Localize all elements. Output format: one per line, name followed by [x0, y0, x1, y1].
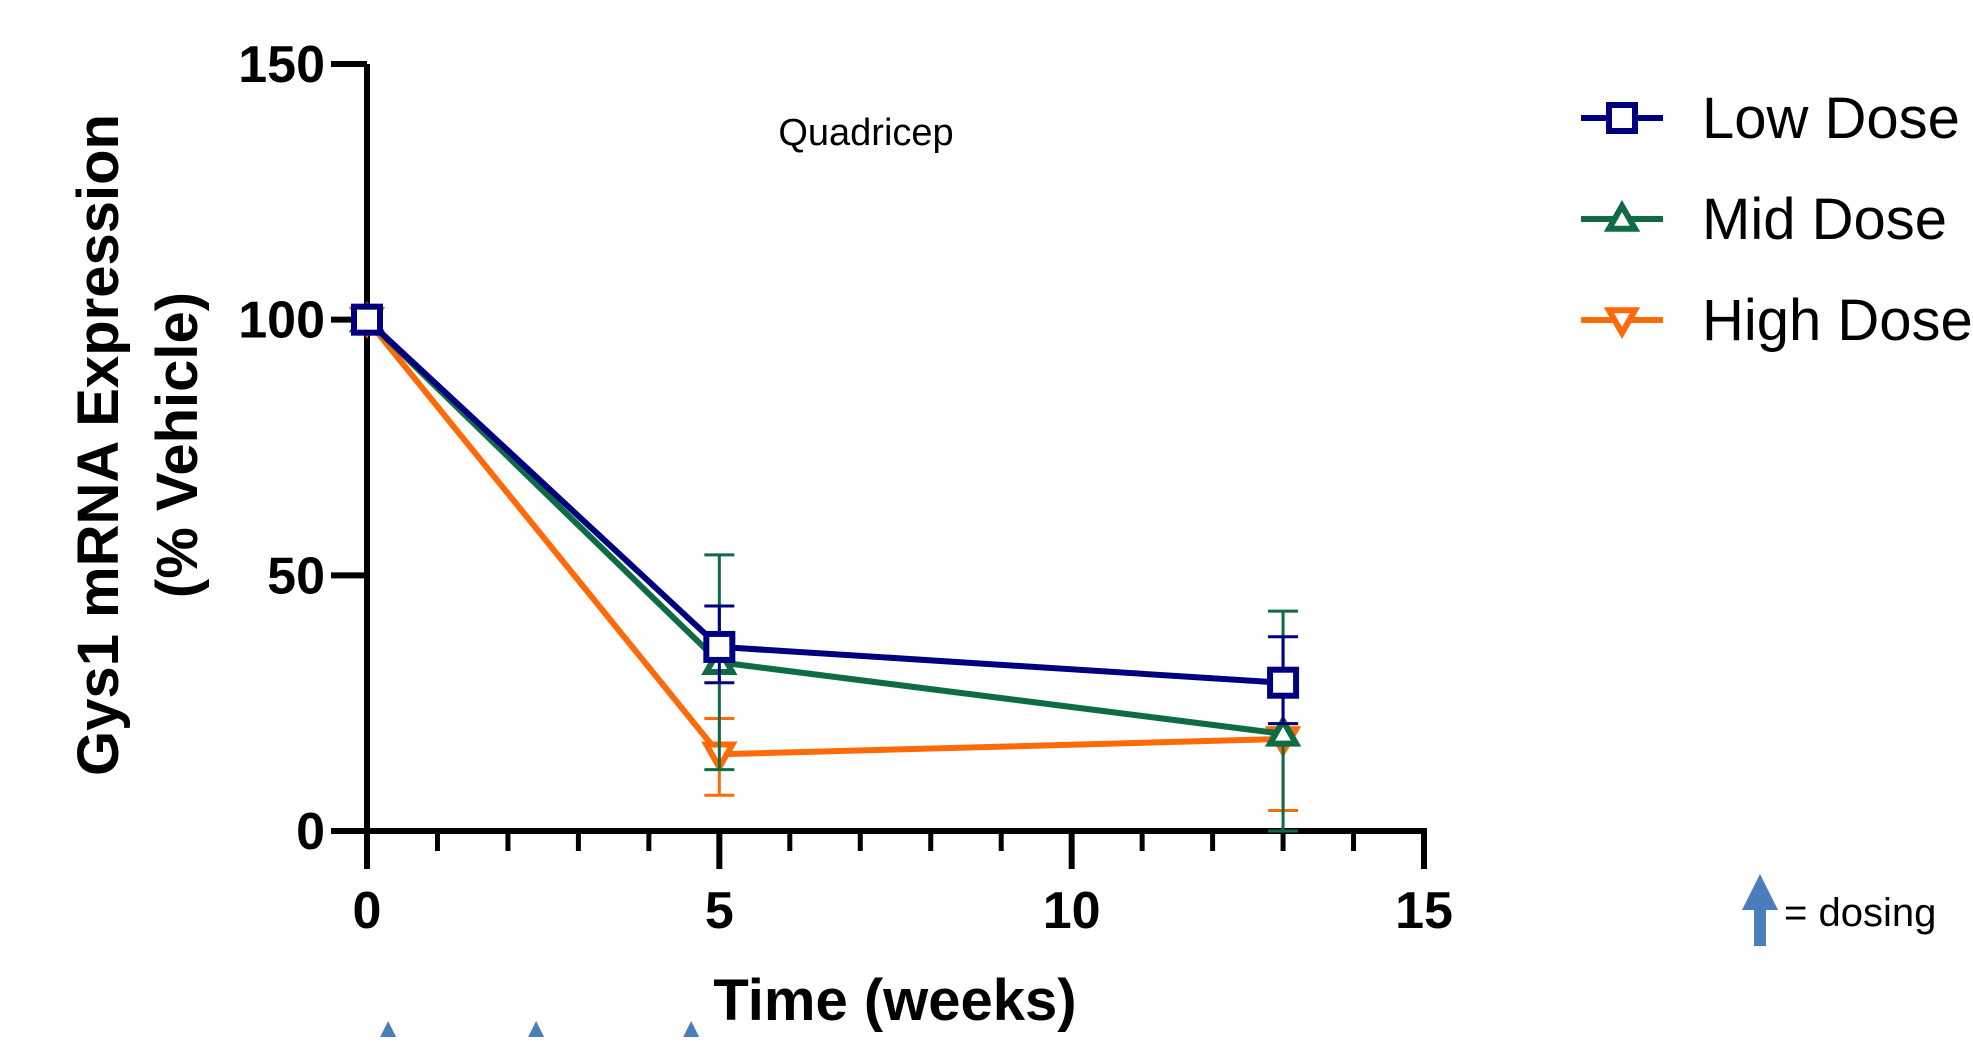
- arrow-head: [680, 1021, 702, 1042]
- arrow-shaft: [1754, 906, 1766, 946]
- series-line: [364, 317, 1284, 758]
- series-low-dose: [351, 303, 1300, 726]
- legend-marker: [1606, 102, 1638, 134]
- arrow-head: [1742, 874, 1778, 910]
- legend-label: High Dose: [1702, 288, 1973, 353]
- dosing-arrow: [525, 1021, 547, 1042]
- plot-annotation: Quadricep: [778, 112, 953, 154]
- series-high-dose: [348, 306, 1302, 813]
- y-tick-label: 150: [238, 36, 325, 94]
- x-axis-title: Time (weeks): [713, 968, 1076, 1033]
- data-point: [1267, 666, 1300, 699]
- arrow-head: [377, 1021, 399, 1042]
- y-axis-title-line1: Gys1 mRNA Expression: [66, 114, 131, 776]
- data-point: [703, 630, 736, 663]
- dosing-arrow: [377, 1021, 399, 1042]
- arrow-head: [525, 1021, 547, 1042]
- data-point: [1264, 714, 1302, 747]
- y-tick-label: 50: [267, 547, 325, 605]
- dosing-arrow: [680, 1021, 702, 1042]
- x-tick-label: 5: [705, 882, 734, 940]
- legend-label: Mid Dose: [1702, 187, 1947, 252]
- data-point: [351, 303, 383, 336]
- y-axis-title-line2: (% Vehicle): [145, 292, 210, 598]
- legend-label: Low Dose: [1702, 86, 1960, 151]
- legend-item-mid-dose: Mid Dose: [1581, 187, 1947, 252]
- legend-item-low-dose: Low Dose: [1581, 86, 1960, 151]
- legend-marker: [1603, 199, 1641, 232]
- series-layer: [348, 300, 1302, 833]
- legend: Low Dose Mid Dose High Dose: [1581, 86, 1973, 353]
- axes: 0 50 100 150 0 5 10 15: [238, 36, 1453, 940]
- dosing-key-arrow: [1742, 874, 1778, 946]
- legend-item-high-dose: High Dose: [1581, 288, 1973, 353]
- y-tick-label: 0: [296, 803, 325, 861]
- y-tick-label: 100: [238, 292, 325, 350]
- series-line: [364, 317, 1284, 686]
- x-tick-label: 0: [353, 882, 382, 940]
- x-tick-label: 10: [1043, 882, 1101, 940]
- legend-marker: [1603, 307, 1641, 340]
- dosing-key-label: = dosing: [1784, 891, 1936, 935]
- x-tick-label: 15: [1395, 882, 1453, 940]
